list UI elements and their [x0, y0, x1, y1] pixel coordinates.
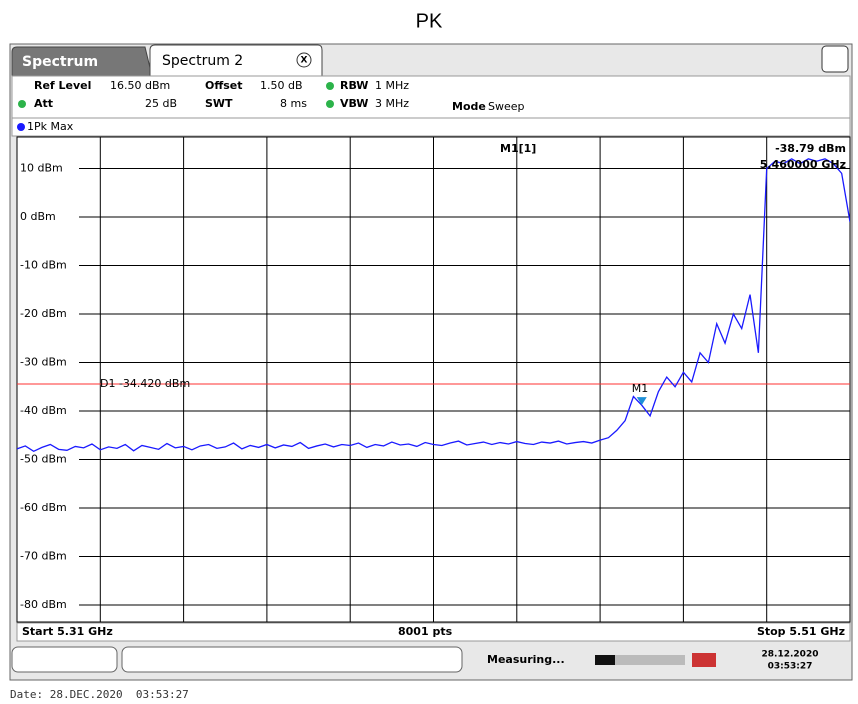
setting-value: 8 ms — [280, 97, 307, 110]
y-tick-label: -20 dBm — [20, 307, 67, 320]
y-tick-label: -80 dBm — [20, 598, 67, 611]
y-tick-label: -50 dBm — [20, 453, 67, 466]
settings-bar — [11, 75, 851, 119]
setting-label: SWT — [205, 97, 233, 110]
status-box — [11, 646, 118, 673]
trace — [17, 158, 850, 453]
y-tick-label: -40 dBm — [20, 404, 67, 417]
settings: Ref Level 16.50 dBm Offset 1.50 dB RBW 1… — [18, 79, 525, 113]
trace-bar — [11, 117, 851, 137]
setting-label: Mode — [452, 100, 486, 113]
menu-icon[interactable] — [821, 45, 849, 73]
setting-label: Offset — [205, 79, 243, 92]
setting-label: Ref Level — [34, 79, 91, 92]
y-tick-label: 10 dBm — [20, 162, 63, 175]
setting-value: 25 dB — [145, 97, 177, 110]
setting-label: RBW — [340, 79, 368, 92]
status-time: 03:53:27 — [768, 662, 813, 672]
start-freq: Start 5.31 GHz — [22, 625, 113, 638]
setting-value: 16.50 dBm — [110, 79, 170, 92]
marker-readout-x: 5.460000 GHz — [760, 158, 846, 171]
y-tick-label: 0 dBm — [20, 210, 56, 223]
tab-close[interactable] — [296, 52, 312, 68]
page-title: PK — [416, 10, 443, 32]
footer-bar — [16, 622, 851, 642]
tab-active[interactable] — [149, 44, 323, 77]
indicator — [326, 100, 334, 108]
trace-label: 1Pk Max — [27, 120, 74, 133]
stop-freq: Stop 5.51 GHz — [757, 625, 845, 638]
tab[interactable] — [11, 46, 153, 77]
y-tick-label: -60 dBm — [20, 501, 67, 514]
tab-label: Spectrum 2 — [162, 53, 243, 69]
progress-bar — [595, 655, 685, 665]
indicator — [326, 82, 334, 90]
trace-indicator — [17, 123, 25, 131]
y-tick-label: -70 dBm — [20, 550, 67, 563]
marker-label: M1 — [632, 382, 649, 395]
setting-label: VBW — [340, 97, 368, 110]
setting-value: 1 MHz — [375, 79, 409, 92]
status-icon — [692, 653, 716, 667]
progress-fill — [595, 655, 615, 665]
setting-value: 1.50 dB — [260, 79, 303, 92]
y-tick-label: -30 dBm — [20, 356, 67, 369]
date-line: Date: 28.DEC.2020 03:53:27 — [10, 688, 189, 701]
status-box — [121, 646, 463, 673]
display-line-label: D1 -34.420 dBm — [100, 377, 190, 390]
setting-value: 3 MHz — [375, 97, 409, 110]
tab-label: Spectrum — [22, 54, 98, 70]
setting-value: Sweep — [488, 100, 525, 113]
marker-readout-value: -38.79 dBm — [775, 142, 846, 155]
y-tick-label: -10 dBm — [20, 259, 67, 272]
marker — [636, 397, 647, 406]
indicator — [18, 100, 26, 108]
marker-readout-label: M1[1] — [500, 142, 536, 155]
chart: 10 dBm 0 dBm -10 dBm -20 dBm -30 dBm -40 dBm -… — [16, 137, 851, 622]
tab-close-label: X — [301, 56, 308, 66]
sweep-points: 8001 pts — [398, 625, 453, 638]
setting-label: Att — [34, 97, 53, 110]
status-state: Measuring... — [487, 653, 565, 666]
status-date: 28.12.2020 — [762, 650, 819, 660]
